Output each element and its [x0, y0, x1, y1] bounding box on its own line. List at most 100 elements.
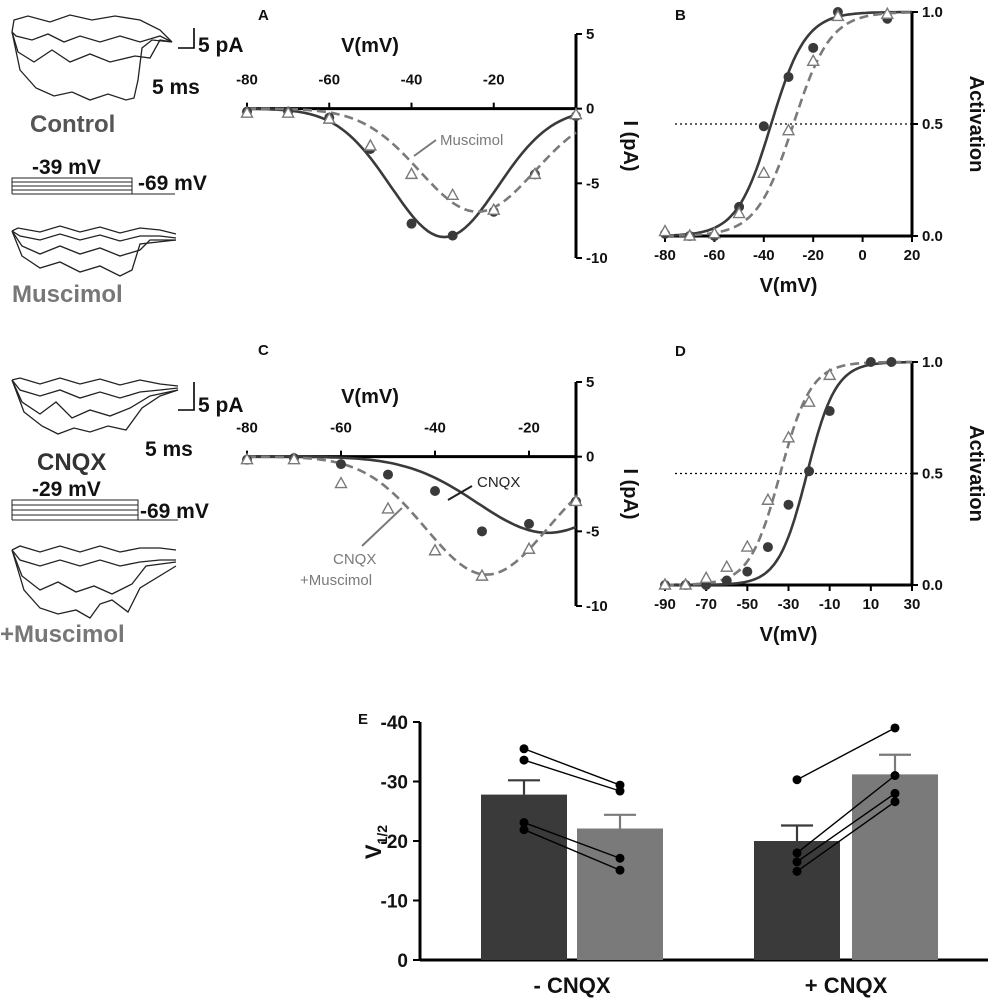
data-point — [334, 476, 348, 489]
y-tick-label: 0 — [397, 951, 408, 972]
y-tick-label: -20 — [381, 832, 408, 853]
y-tick-label: -30 — [381, 773, 408, 794]
paired-line — [796, 727, 896, 781]
data-point — [886, 357, 897, 367]
x-tick-label: -90 — [654, 596, 676, 613]
data-point — [699, 570, 713, 584]
paired-point — [792, 775, 802, 785]
data-point — [742, 566, 753, 577]
x-tick-label: -60 — [330, 420, 352, 437]
data-point — [406, 218, 417, 229]
x-tick-label: -50 — [736, 596, 758, 613]
x-tick-label: -30 — [778, 596, 800, 613]
panel-C: C -80 -60 -40 -20 V(mV) 5 0 -5 -10 I (pA) CNQX CNQX +… — [236, 342, 641, 615]
y-tick-label: 0 — [586, 449, 594, 466]
x-axis-label: V(mV) — [341, 386, 399, 408]
data-point — [528, 166, 542, 180]
voltage-protocol — [11, 499, 178, 521]
data-point — [683, 228, 697, 241]
x-tick-label: 30 — [904, 596, 921, 613]
x-tick-label: -80 — [654, 247, 676, 264]
y-tick-label: -5 — [586, 175, 599, 192]
scale-bar — [178, 382, 195, 411]
x-tick-label: -80 — [236, 72, 258, 89]
panel-letter: A — [258, 7, 269, 24]
condition-label-cnqx: CNQX — [37, 449, 106, 476]
data-point — [487, 202, 501, 215]
voltage-protocol — [11, 177, 175, 195]
y-tick-label: 5 — [586, 374, 594, 391]
paired-point — [519, 818, 529, 828]
current-trace — [11, 31, 173, 63]
data-point — [445, 187, 460, 200]
x-axis-label: V(mV) — [760, 275, 818, 297]
data-point — [822, 367, 837, 381]
data-point — [240, 105, 254, 118]
panel-A: A -80 -60 -40 -20 V(mV) 5 0 -5 -10 I (pA) Muscimol — [236, 7, 641, 267]
paired-point — [890, 788, 900, 798]
data-point — [781, 430, 796, 443]
paired-point — [519, 744, 529, 754]
panel-letter: C — [258, 342, 269, 359]
paired-point — [792, 857, 802, 867]
panel-D: D -90 -70 -50 -30 -10 10 30 V(mV) 0.0 0.5 1.0 Activa… — [654, 343, 987, 646]
fit-curve — [665, 360, 912, 587]
data-point — [522, 541, 536, 554]
current-trace — [11, 230, 176, 257]
annotation-leader — [361, 507, 403, 547]
bar — [577, 828, 663, 960]
current-trace — [11, 225, 177, 235]
trace-group-top: 5 pA 5 ms Control -39 mV -69 mV Muscimol — [11, 14, 244, 308]
y-axis-label: V1/2 — [361, 825, 390, 859]
data-point — [363, 138, 378, 151]
data-point — [381, 501, 395, 514]
current-trace — [11, 549, 177, 619]
current-trace — [11, 379, 179, 435]
data-point — [762, 542, 773, 553]
condition-label-muscimol: Muscimol — [12, 281, 123, 308]
condition-label-control: Control — [30, 111, 115, 138]
fit-curve — [665, 11, 912, 238]
paired-point — [519, 825, 529, 835]
fit-curve — [247, 455, 577, 535]
data-point — [758, 121, 769, 132]
y-tick-label: 0 — [586, 101, 594, 118]
paired-point — [890, 771, 900, 781]
data-point — [806, 53, 820, 66]
annotation-label: +Muscimol — [300, 572, 372, 589]
data-point — [322, 111, 336, 124]
paired-line — [523, 821, 621, 859]
data-point — [287, 452, 301, 465]
panel-B: B -80 -60 -40 -20 0 20 V(mV) 0.0 0.5 1.0 Activation — [654, 4, 987, 297]
data-point — [757, 165, 771, 178]
y-axis-label: I (pA) — [619, 468, 641, 519]
data-point — [477, 526, 487, 537]
data-point — [865, 357, 876, 367]
data-point — [707, 226, 722, 239]
paired-line — [523, 748, 621, 786]
paired-line — [523, 759, 621, 792]
x-tick-label: -40 — [401, 72, 423, 89]
x-tick-label: -20 — [518, 420, 540, 437]
y-tick-label: 1.0 — [922, 4, 943, 21]
data-point — [336, 459, 346, 470]
data-point — [783, 499, 794, 510]
fit-curve — [665, 360, 913, 587]
paired-point — [792, 866, 802, 876]
data-point — [428, 543, 442, 556]
data-point — [658, 224, 672, 237]
data-point — [447, 230, 458, 241]
holding-voltage-label: -69 mV — [138, 172, 207, 195]
x-tick-label: -80 — [236, 420, 258, 437]
paired-line — [523, 829, 621, 871]
panel-letter: B — [675, 7, 686, 24]
y-tick-label: 1.0 — [922, 354, 943, 371]
y-tick-label: -10 — [586, 598, 608, 615]
data-point — [404, 166, 419, 180]
scale-label-ms: 5 ms — [152, 76, 200, 99]
paired-point — [615, 786, 625, 796]
x-axis-label: V(mV) — [341, 35, 399, 57]
scale-bar — [178, 28, 195, 49]
current-trace — [11, 230, 177, 242]
